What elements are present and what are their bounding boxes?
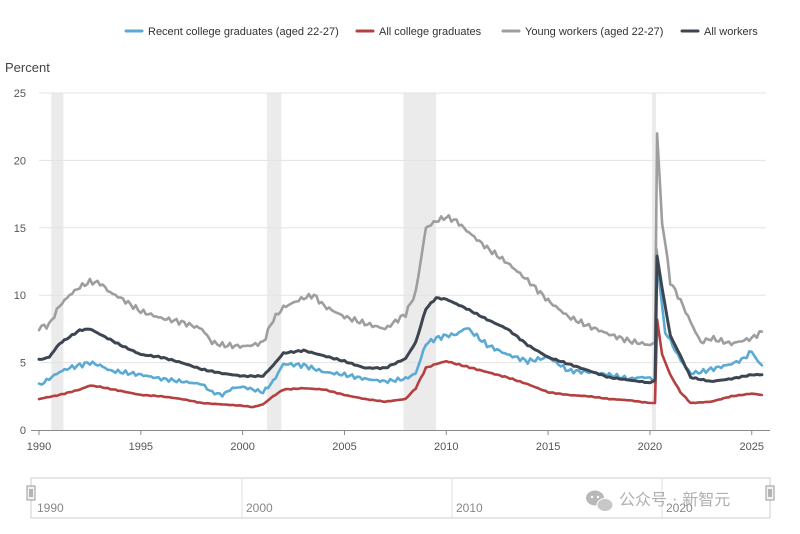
navigator-frame	[30, 477, 771, 519]
x-tick-label: 2015	[536, 441, 560, 453]
y-tick-label: 25	[14, 88, 26, 100]
legend: Recent college graduates (aged 22-27) All…	[124, 26, 758, 38]
y-tick-label: 5	[20, 358, 26, 370]
x-tick-label: 1995	[129, 441, 153, 453]
navigator-label: 1990	[37, 501, 64, 515]
series-line-young-workers-aged-22-27	[37, 132, 764, 350]
navigator-right-handle[interactable]	[765, 485, 775, 501]
recession-band	[651, 93, 657, 430]
series-line-all-workers	[37, 254, 764, 385]
x-tick-label: 2010	[434, 441, 458, 453]
navigator-left-handle[interactable]	[26, 485, 36, 501]
gridlines	[39, 92, 766, 364]
x-tick-label: 2000	[230, 441, 254, 453]
legend-item-label[interactable]: All workers	[704, 26, 758, 38]
y-tick-label: 20	[14, 155, 26, 167]
navigator-label: 2010	[456, 501, 483, 515]
x-tick-label: 2005	[332, 441, 356, 453]
series-line-all-college-graduates	[37, 318, 764, 409]
recession-band	[51, 93, 64, 430]
y-tick-label: 0	[20, 425, 26, 437]
y-axis-title: Percent	[5, 60, 50, 75]
series-lines	[37, 132, 764, 409]
recession-bands	[51, 93, 657, 430]
x-tick-label: 2025	[740, 441, 764, 453]
y-tick-label: 10	[14, 290, 26, 302]
y-tick-label: 15	[14, 223, 26, 235]
range-navigator[interactable]: 1990 2000 2010 2020	[26, 477, 775, 519]
wechat-icon	[586, 490, 614, 512]
recession-band	[267, 93, 282, 430]
x-tick-label: 1990	[27, 441, 51, 453]
x-tick-label: 2020	[638, 441, 662, 453]
navigator-label: 2000	[246, 501, 273, 515]
legend-item-label[interactable]: All college graduates	[379, 26, 482, 38]
watermark-text: 公众号 · 新智元	[619, 490, 730, 509]
legend-item-label[interactable]: Recent college graduates (aged 22-27)	[148, 26, 339, 38]
watermark: 公众号 · 新智元	[586, 490, 730, 512]
navigator-label: 2020	[666, 501, 693, 515]
series-line-recent-college-graduates-aged-22-27	[37, 248, 764, 398]
legend-item-label[interactable]: Young workers (aged 22-27)	[525, 26, 663, 38]
